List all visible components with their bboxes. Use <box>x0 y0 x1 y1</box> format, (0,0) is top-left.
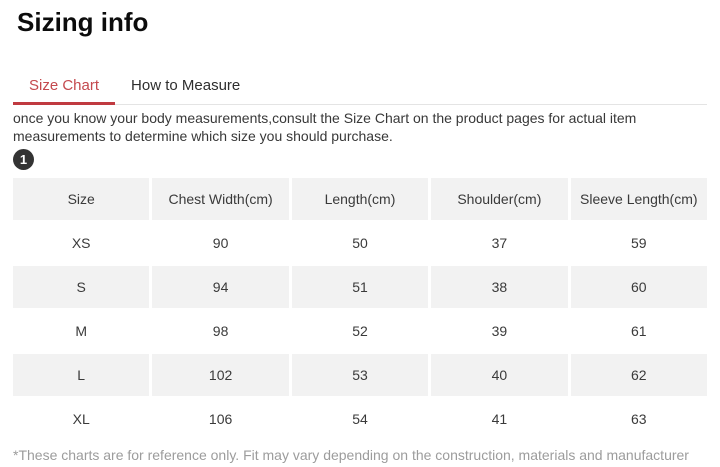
cell-size: L <box>13 354 150 396</box>
cell-sleeve-length: 60 <box>570 266 707 308</box>
size-chart-table: Size Chest Width(cm) Length(cm) Shoulder… <box>10 176 710 442</box>
cell-length: 54 <box>291 398 429 440</box>
cell-shoulder: 39 <box>431 310 568 352</box>
cell-length: 53 <box>291 354 429 396</box>
column-header-chest-width: Chest Width(cm) <box>152 178 289 220</box>
column-header-length: Length(cm) <box>291 178 429 220</box>
cell-chest-width: 94 <box>152 266 289 308</box>
description-text: once you know your body measurements,con… <box>13 110 637 144</box>
cell-shoulder: 40 <box>431 354 568 396</box>
table-row-xs: XS 90 50 37 59 <box>13 222 707 264</box>
table-header-row: Size Chest Width(cm) Length(cm) Shoulder… <box>13 178 707 220</box>
cell-size: XL <box>13 398 150 440</box>
cell-length: 52 <box>291 310 429 352</box>
cell-sleeve-length: 61 <box>570 310 707 352</box>
column-header-shoulder: Shoulder(cm) <box>431 178 568 220</box>
column-header-size: Size <box>13 178 150 220</box>
table-row-l: L 102 53 40 62 <box>13 354 707 396</box>
cell-sleeve-length: 62 <box>570 354 707 396</box>
cell-size: S <box>13 266 150 308</box>
cell-length: 50 <box>291 222 429 264</box>
cell-size: XS <box>13 222 150 264</box>
column-header-sleeve-length: Sleeve Length(cm) <box>570 178 707 220</box>
step-1-badge: 1 <box>13 149 34 170</box>
table-row-m: M 98 52 39 61 <box>13 310 707 352</box>
page-title: Sizing info <box>17 7 149 37</box>
cell-chest-width: 98 <box>152 310 289 352</box>
tab-bar: Size Chart How to Measure <box>13 71 707 105</box>
cell-chest-width: 102 <box>152 354 289 396</box>
cell-shoulder: 41 <box>431 398 568 440</box>
table-row-s: S 94 51 38 60 <box>13 266 707 308</box>
cell-length: 51 <box>291 266 429 308</box>
cell-size: M <box>13 310 150 352</box>
cell-sleeve-length: 59 <box>570 222 707 264</box>
disclaimer-text: *These charts are for reference only. Fi… <box>13 447 689 463</box>
cell-shoulder: 37 <box>431 222 568 264</box>
cell-chest-width: 90 <box>152 222 289 264</box>
cell-chest-width: 106 <box>152 398 289 440</box>
cell-sleeve-length: 63 <box>570 398 707 440</box>
tab-how-to-measure[interactable]: How to Measure <box>131 77 241 94</box>
cell-shoulder: 38 <box>431 266 568 308</box>
tab-size-chart[interactable]: Size Chart <box>13 71 116 105</box>
table-row-xl: XL 106 54 41 63 <box>13 398 707 440</box>
